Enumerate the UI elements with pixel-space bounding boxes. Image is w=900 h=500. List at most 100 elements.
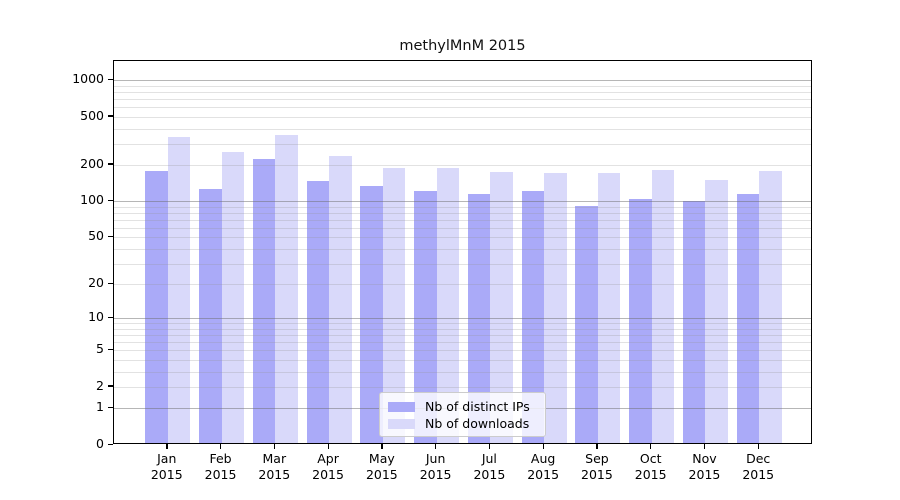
gridline-800: [114, 92, 811, 93]
y-tick-mark-200: [108, 163, 113, 165]
x-tick-mark-jun: [435, 444, 437, 449]
y-tick-mark-100: [108, 199, 113, 202]
x-tick-mark-apr: [327, 444, 329, 449]
legend-label-downloads: Nb of downloads: [425, 416, 530, 431]
bar-jun-downloads: [436, 168, 460, 443]
x-tick-label-jan: Jan 2015: [150, 451, 183, 482]
bar-dec-downloads: [759, 170, 782, 443]
x-tick-label-jul: Jul 2015: [473, 451, 506, 482]
gridline-90: [114, 206, 811, 208]
gridline-9: [114, 323, 811, 325]
bar-feb-downloads: [221, 151, 245, 443]
x-tick-label-apr: Apr 2015: [312, 451, 344, 482]
y-tick-label-100: 100: [80, 192, 104, 208]
bar-sep-distinct-ips: [575, 206, 598, 443]
y-tick-label-20: 20: [88, 275, 104, 291]
y-tick-mark-50: [108, 235, 113, 238]
bar-nov-downloads: [705, 179, 728, 443]
x-tick-label-sep: Sep 2015: [581, 451, 613, 482]
y-tick-mark-500: [108, 115, 113, 117]
x-tick-label-aug: Aug 2015: [527, 451, 560, 482]
bar-aug-distinct-ips: [521, 191, 545, 443]
gridline-300: [114, 143, 811, 145]
gridline-20: [114, 284, 811, 286]
y-tick-mark-1000: [108, 78, 113, 81]
bar-aug-downloads: [544, 173, 567, 443]
x-tick-mark-nov: [703, 444, 706, 449]
y-tick-mark-5: [108, 348, 113, 351]
bar-sep-downloads: [597, 173, 621, 443]
gridline-500: [114, 116, 811, 118]
plot-area: Nb of distinct IPs Nb of downloads: [113, 60, 812, 444]
bar-jan-downloads: [167, 137, 191, 443]
x-tick-label-feb: Feb 2015: [204, 451, 237, 482]
legend-swatch-downloads: [388, 419, 415, 429]
gridline-80: [114, 212, 811, 214]
y-tick-label-0: 0: [96, 436, 104, 451]
x-tick-mark-may: [381, 444, 383, 449]
bar-may-downloads: [382, 168, 406, 443]
bar-feb-distinct-ips: [199, 188, 222, 443]
y-tick-mark-1: [108, 406, 113, 409]
y-tick-mark-20: [108, 282, 113, 285]
gridline-70: [114, 219, 811, 221]
y-tick-mark-0: [108, 443, 113, 445]
bar-nov-distinct-ips: [682, 200, 706, 443]
x-tick-mark-sep: [596, 444, 598, 449]
y-tick-label-1000: 1000: [72, 71, 104, 87]
gridline-200: [114, 164, 811, 166]
x-tick-label-jun: Jun 2015: [419, 451, 452, 482]
gridline-60: [114, 227, 811, 229]
gridline-900: [114, 85, 811, 87]
gridline-50: [114, 237, 811, 239]
gridline-8: [114, 328, 811, 330]
bar-mar-downloads: [275, 134, 298, 443]
x-tick-label-nov: Nov 2015: [688, 451, 721, 482]
x-tick-label-dec: Dec 2015: [742, 451, 775, 482]
y-tick-label-200: 200: [80, 155, 104, 171]
gridline-30: [114, 263, 811, 265]
bar-mar-distinct-ips: [252, 158, 276, 443]
y-tick-mark-2: [108, 385, 113, 387]
y-tick-label-50: 50: [88, 228, 104, 244]
gridline-7: [114, 335, 811, 337]
gridline-3: [114, 371, 811, 373]
bar-apr-downloads: [329, 155, 352, 443]
x-tick-label-mar: Mar 2015: [258, 451, 291, 482]
x-tick-mark-jul: [488, 444, 491, 449]
y-tick-label-500: 500: [80, 107, 104, 123]
bar-apr-distinct-ips: [306, 180, 330, 443]
gridline-40: [114, 248, 811, 250]
y-tick-label-2: 2: [96, 377, 104, 393]
gridline-10: [114, 318, 811, 320]
x-tick-mark-dec: [757, 444, 760, 449]
gridline-400: [114, 128, 811, 130]
x-tick-label-oct: Oct 2015: [634, 451, 667, 482]
gridline-6: [114, 342, 811, 344]
legend-row-downloads: Nb of downloads: [380, 416, 545, 431]
gridline-1000: [114, 80, 811, 82]
gridline-600: [114, 107, 811, 109]
gridline-5: [114, 350, 811, 352]
gridline-700: [114, 99, 811, 101]
bar-oct-distinct-ips: [629, 198, 652, 443]
bar-jan-distinct-ips: [145, 170, 168, 443]
y-tick-label-1: 1: [96, 399, 104, 415]
legend-swatch-distinct-ips: [388, 402, 415, 412]
x-tick-mark-aug: [542, 444, 544, 449]
x-tick-mark-mar: [273, 444, 276, 449]
x-tick-label-may: May 2015: [365, 451, 398, 482]
bar-jun-distinct-ips: [414, 191, 437, 443]
legend-row-distinct-ips: Nb of distinct IPs: [380, 399, 545, 414]
x-tick-mark-jan: [166, 444, 168, 449]
legend: Nb of distinct IPs Nb of downloads: [379, 392, 546, 437]
bar-oct-downloads: [651, 170, 675, 443]
bars-layer: [114, 61, 811, 443]
gridline-4: [114, 360, 811, 362]
x-tick-mark-oct: [650, 444, 652, 449]
bar-may-distinct-ips: [360, 186, 383, 443]
legend-label-distinct-ips: Nb of distinct IPs: [425, 399, 530, 414]
gridline-100: [114, 201, 811, 203]
y-tick-mark-10: [108, 316, 113, 319]
chart-title: methylMnM 2015: [399, 38, 526, 54]
